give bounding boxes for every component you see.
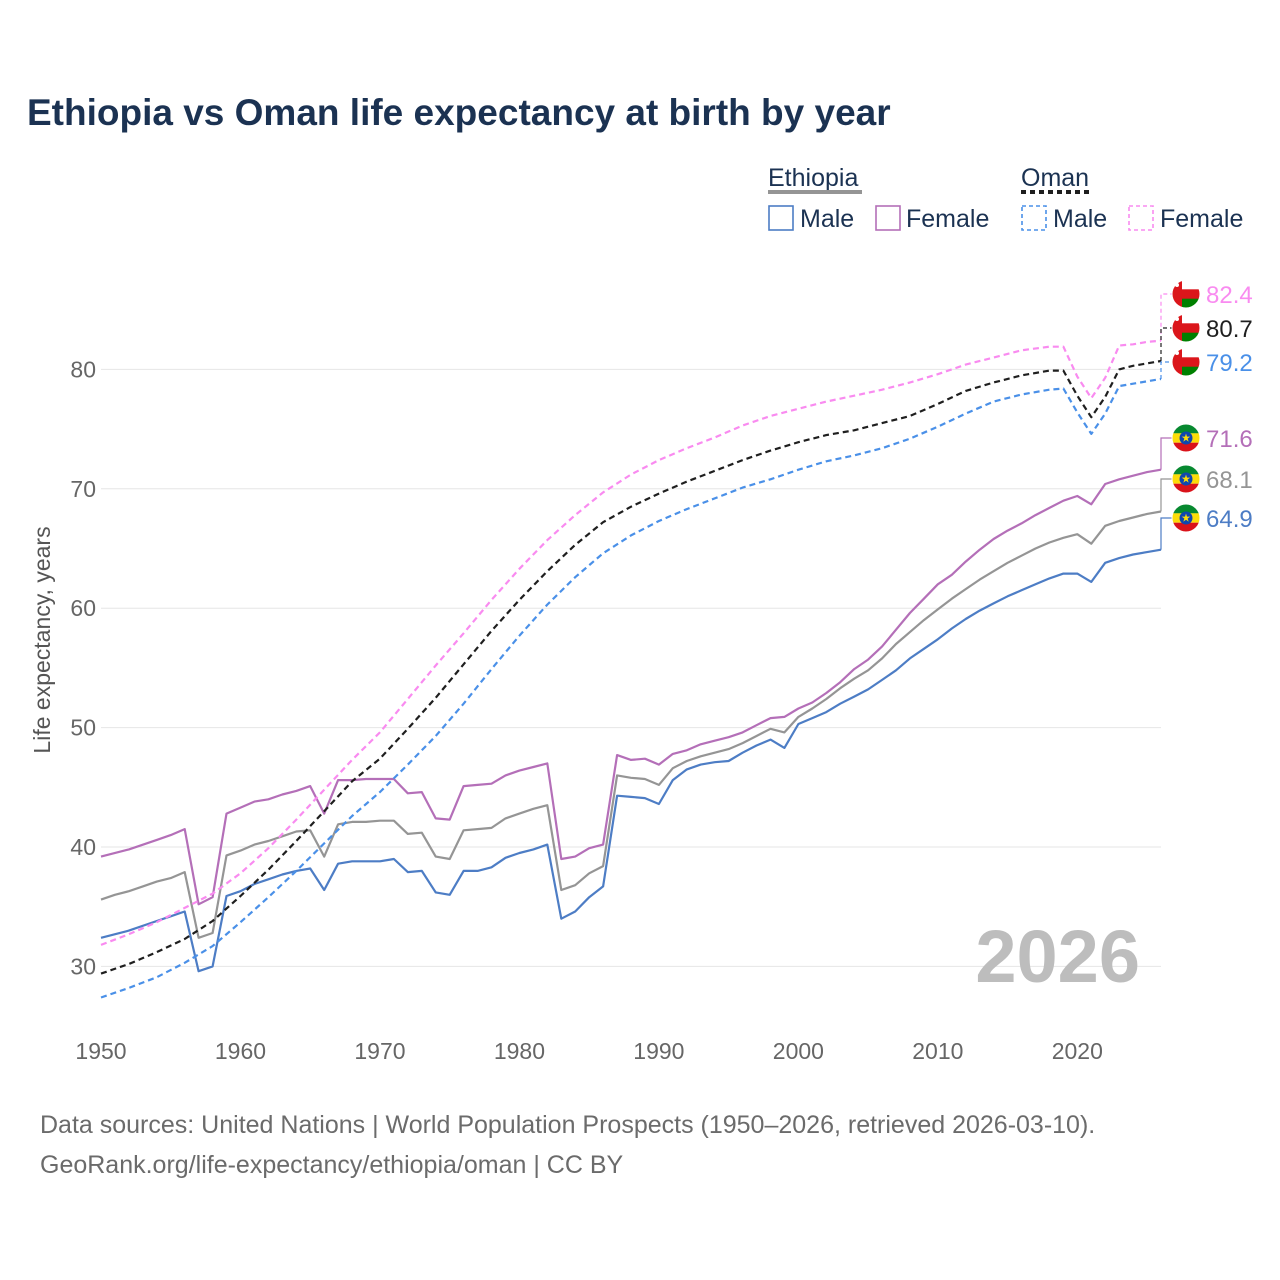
oman-flag-icon — [1171, 279, 1201, 309]
label-connector — [1160, 293, 1172, 341]
series-line-omn-total[interactable] — [100, 359, 1162, 975]
legend-ethiopia-male[interactable]: Male — [800, 205, 854, 233]
ethiopia-flag-icon — [1171, 464, 1201, 494]
series-line-eth-total[interactable] — [100, 510, 1162, 939]
legend-swatch-oman-male — [1021, 205, 1047, 231]
legend-swatch-ethiopia-male — [768, 205, 794, 231]
y-tick-label: 70 — [70, 476, 96, 502]
oman-flag-icon — [1171, 347, 1201, 377]
label-connector — [1160, 437, 1172, 470]
end-labels: 71.6 68.1 64.9 82.4 80.7 79.2 — [1160, 279, 1253, 550]
end-label-omn-female: 82.4 — [1206, 282, 1253, 309]
label-connector — [1160, 517, 1172, 550]
end-label-eth-total: 68.1 — [1206, 467, 1253, 494]
chart-title: Ethiopia vs Oman life expectancy at birt… — [27, 92, 891, 133]
x-tick-label: 1960 — [215, 1038, 266, 1064]
x-axis-ticks: 1950 1960 1970 1980 1990 2000 2010 2020 — [75, 1038, 1102, 1064]
source-note: Data sources: United Nations | World Pop… — [40, 1105, 1095, 1185]
series-line-omn-male[interactable] — [100, 377, 1162, 999]
legend: Ethiopia Male Female Oman Male Female — [768, 164, 1243, 233]
current-year-watermark: 2026 — [975, 915, 1140, 998]
y-tick-label: 60 — [70, 595, 96, 621]
x-tick-label: 1950 — [75, 1038, 126, 1064]
end-label-eth-male: 64.9 — [1206, 506, 1253, 533]
end-label-eth-female: 71.6 — [1206, 426, 1253, 453]
source-line-2[interactable]: GeoRank.org/life-expectancy/ethiopia/oma… — [40, 1151, 624, 1179]
oman-flag-icon — [1171, 313, 1201, 343]
ethiopia-flag-icon — [1171, 503, 1201, 533]
legend-ethiopia-female[interactable]: Female — [906, 205, 989, 233]
label-connector — [1160, 327, 1172, 361]
series-line-eth-male[interactable] — [100, 548, 1162, 973]
y-axis-ticks: 30 40 50 60 70 80 — [70, 356, 96, 979]
source-line-1: Data sources: United Nations | World Pop… — [40, 1111, 1096, 1139]
end-label-omn-male: 79.2 — [1206, 350, 1253, 377]
y-tick-label: 50 — [70, 715, 96, 741]
y-tick-label: 30 — [70, 953, 96, 979]
legend-oman-male[interactable]: Male — [1053, 205, 1107, 233]
x-tick-label: 1980 — [494, 1038, 545, 1064]
x-tick-label: 1990 — [633, 1038, 684, 1064]
y-axis-title: Life expectancy, years — [29, 526, 55, 753]
x-tick-label: 2020 — [1052, 1038, 1103, 1064]
series-lines — [100, 339, 1162, 999]
legend-group-oman[interactable]: Oman — [1021, 164, 1089, 192]
gridlines — [101, 368, 1161, 967]
legend-group-ethiopia[interactable]: Ethiopia — [768, 164, 858, 192]
legend-swatch-ethiopia-female — [875, 205, 901, 231]
label-connector — [1160, 361, 1172, 379]
y-tick-label: 80 — [70, 356, 96, 382]
y-tick-label: 40 — [70, 834, 96, 860]
end-label-omn-total: 80.7 — [1206, 316, 1253, 343]
legend-oman-female[interactable]: Female — [1160, 205, 1243, 233]
x-tick-label: 2000 — [773, 1038, 824, 1064]
series-line-omn-female[interactable] — [100, 339, 1162, 946]
ethiopia-flag-icon — [1171, 423, 1201, 453]
x-tick-label: 1970 — [354, 1038, 405, 1064]
legend-swatch-oman-female — [1128, 205, 1154, 231]
x-tick-label: 2010 — [912, 1038, 963, 1064]
label-connector — [1160, 478, 1172, 512]
series-line-eth-female[interactable] — [100, 468, 1162, 906]
